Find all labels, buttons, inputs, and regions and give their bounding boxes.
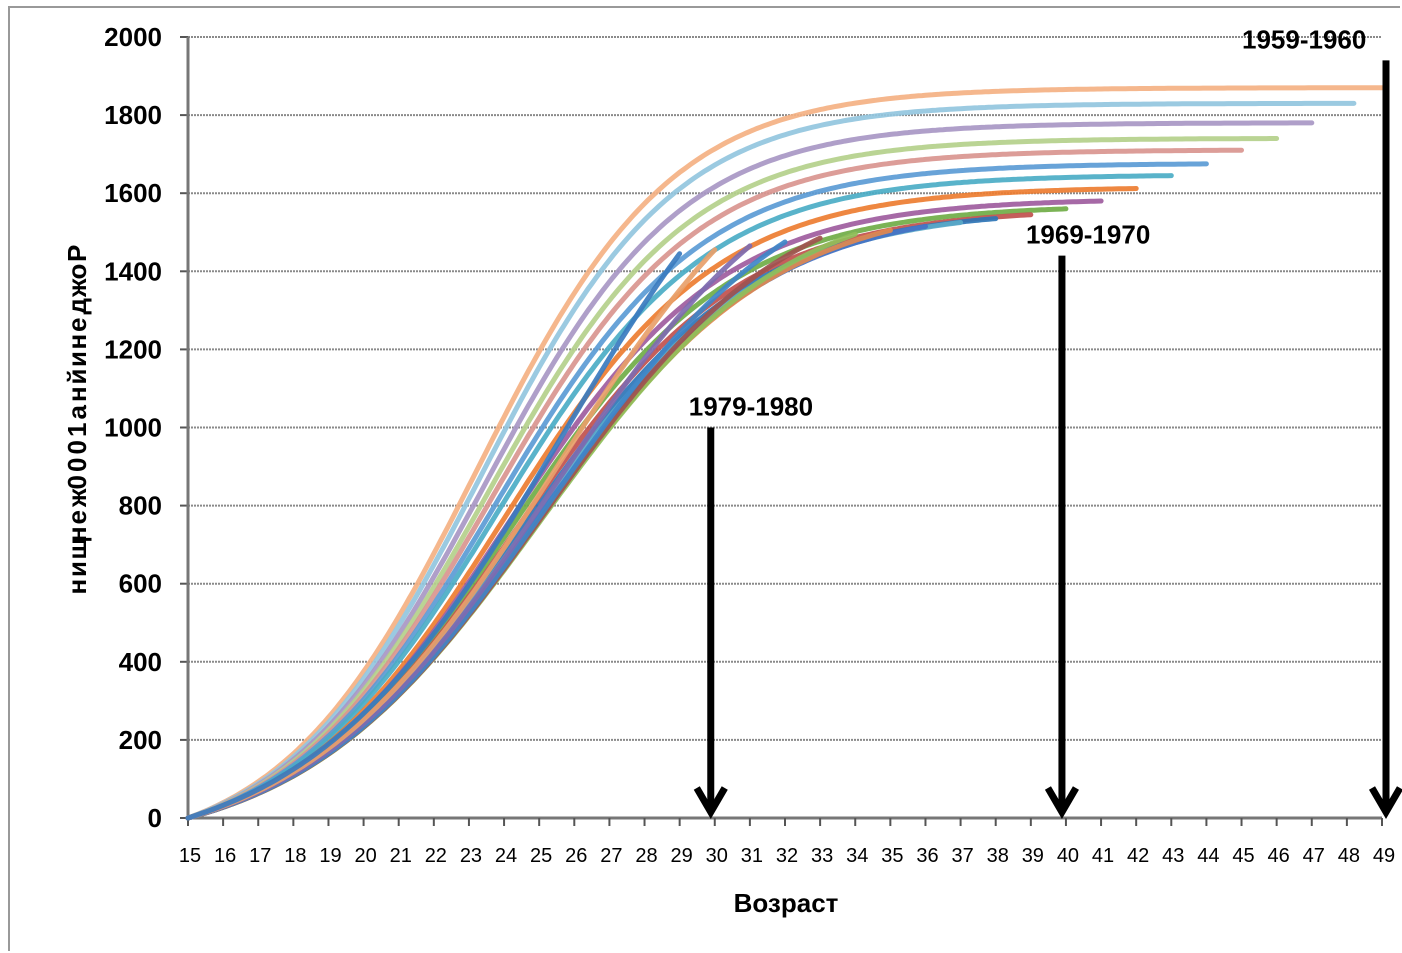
- x-tick-label: 48: [1338, 845, 1360, 867]
- series-line: [185, 161, 1209, 821]
- x-tick-label: 27: [600, 845, 622, 867]
- y-tick-label: 800: [119, 491, 162, 521]
- x-tick-labels: 15 16 17 18 19 20 21 22 23 24 25 26 27 28 29 30 31 32 33 34…: [179, 845, 1395, 867]
- x-tick-label: 31: [741, 845, 763, 867]
- series-line: [185, 223, 928, 821]
- x-tick-label: 28: [635, 845, 657, 867]
- x-tick-label: 21: [390, 845, 412, 867]
- x-tick-label: 22: [425, 845, 447, 867]
- x-tick-label: 40: [1057, 845, 1079, 867]
- annotation-label: 1959-1960: [1242, 24, 1366, 54]
- y-axis-title-char: щ: [62, 538, 92, 560]
- grid-lines: [188, 36, 1382, 741]
- x-tick-label: 16: [214, 845, 236, 867]
- series-line: [185, 212, 1034, 821]
- y-axis-title-char: 0: [62, 458, 92, 472]
- x-tick-label: 34: [846, 845, 868, 867]
- x-tick-label: 26: [565, 845, 587, 867]
- y-axis-title-char: н: [62, 386, 92, 402]
- x-tick-label: 39: [1022, 845, 1044, 867]
- chart-frame: [8, 6, 1400, 951]
- x-tick-label: 25: [530, 845, 552, 867]
- annotation-label: 1969-1970: [1026, 220, 1150, 250]
- y-axis-title-char: о: [62, 264, 92, 280]
- x-tick-label: 19: [319, 845, 341, 867]
- x-tick-label: 30: [706, 845, 728, 867]
- x-tick-label: 29: [671, 845, 693, 867]
- series-line: [185, 173, 1174, 821]
- y-tick-label: 400: [119, 647, 162, 677]
- annotation-label: 1979-1980: [689, 392, 813, 422]
- x-tick-label: 36: [916, 845, 938, 867]
- x-tick-label: 46: [1268, 845, 1290, 867]
- x-tick-label: 23: [460, 845, 482, 867]
- y-axis-title-char: ж: [62, 278, 92, 298]
- y-axis-title-char: и: [62, 351, 92, 367]
- y-axis-title-char: е: [62, 318, 92, 332]
- y-tick-label: 1600: [104, 178, 162, 208]
- x-tick-label: 44: [1197, 845, 1219, 867]
- y-tick-label: 1800: [104, 100, 162, 130]
- x-tick-label: 15: [179, 845, 201, 867]
- y-axis-title-char: 0: [62, 475, 92, 489]
- x-tick-label: 17: [249, 845, 271, 867]
- x-tick-label: 42: [1127, 845, 1149, 867]
- x-tick-label: 41: [1092, 845, 1114, 867]
- axes: [180, 36, 1383, 826]
- x-tick-label: 49: [1373, 845, 1395, 867]
- y-axis-title-char: е: [62, 510, 92, 524]
- annotation-arrow-head: [693, 786, 728, 819]
- y-tick-labels: 0 200 400 600 800 1000 1200 1400 1600 1800 2000: [104, 22, 162, 833]
- x-tick-label: 45: [1232, 845, 1254, 867]
- x-tick-label: 43: [1162, 845, 1184, 867]
- y-axis-title-char: а: [62, 405, 92, 420]
- y-axis-title-char: 0: [62, 440, 92, 454]
- y-tick-label: 1200: [104, 334, 162, 364]
- series-line: [185, 120, 1315, 821]
- series-line: [185, 136, 1280, 821]
- x-tick-label: 35: [881, 845, 903, 867]
- x-tick-label: 33: [811, 845, 833, 867]
- annotation-arrow-head: [1368, 786, 1402, 819]
- series-line: [185, 100, 1357, 821]
- y-axis-title-char: и: [62, 561, 92, 577]
- y-tick-label: 200: [119, 725, 162, 755]
- x-tick-label: 38: [987, 845, 1009, 867]
- x-tick-label: 37: [951, 845, 973, 867]
- annotations: 1959-1960 1969-1970 1979-1980: [689, 24, 1402, 819]
- x-tick-label: 24: [495, 845, 517, 867]
- x-tick-label: 20: [354, 845, 376, 867]
- x-tick-label: 18: [284, 845, 306, 867]
- series-line: [185, 251, 683, 821]
- series-line: [185, 243, 753, 821]
- x-tick-label: 32: [776, 845, 798, 867]
- y-axis-title-char: Р: [62, 245, 92, 262]
- y-axis-title-char: ж: [62, 488, 92, 508]
- y-tick-label: 0: [148, 803, 162, 833]
- x-tick-label: 47: [1303, 845, 1325, 867]
- y-axis-title-char: д: [62, 298, 92, 315]
- y-axis-title-char: 1: [62, 423, 92, 437]
- y-axis-title-char: н: [62, 334, 92, 350]
- y-axis-title-char: н: [62, 526, 92, 542]
- series-line: [185, 147, 1244, 821]
- y-axis-title-char: н: [62, 579, 92, 595]
- y-tick-label: 1400: [104, 256, 162, 286]
- series-line: [185, 85, 1385, 821]
- series-lines: [185, 85, 1385, 821]
- y-axis-title-char: й: [62, 369, 92, 385]
- x-axis-title: Возраст: [734, 888, 839, 918]
- y-tick-label: 600: [119, 569, 162, 599]
- y-tick-label: 2000: [104, 22, 162, 52]
- annotation-arrow-head: [1044, 786, 1079, 819]
- y-tick-label: 1000: [104, 413, 162, 443]
